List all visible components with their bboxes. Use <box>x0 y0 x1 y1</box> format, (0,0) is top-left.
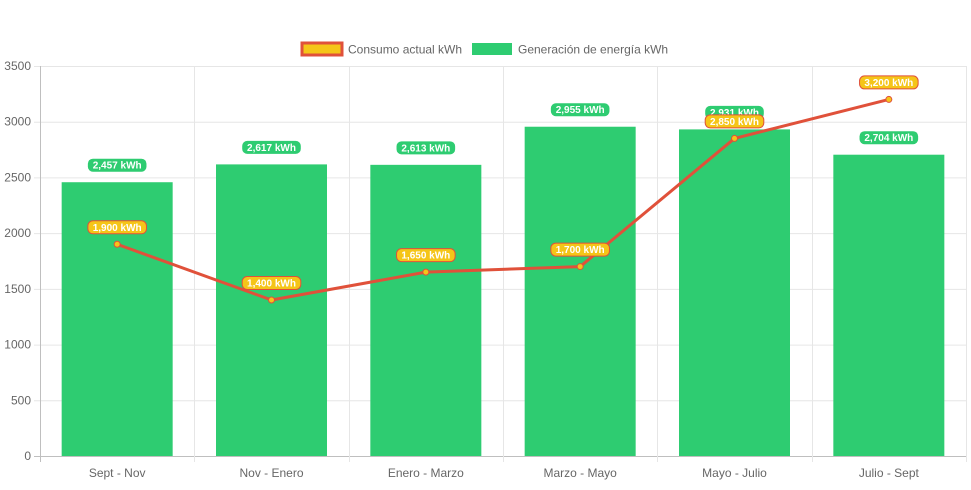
legend: Consumo actual kWh Generación de energía… <box>300 41 668 57</box>
x-tick-label: Marzo - Mayo <box>543 466 617 480</box>
bar[interactable] <box>833 154 945 456</box>
y-tick-label: 2500 <box>4 170 31 184</box>
line-data-label: 1,700 kWh <box>556 245 605 256</box>
line-data-label: 3,200 kWh <box>864 78 913 89</box>
y-tick-label: 0 <box>24 449 31 463</box>
line-data-label-background <box>859 75 919 90</box>
line-data-label: 2,850 kWh <box>710 117 759 128</box>
x-tick-label: Sept - Nov <box>89 466 146 480</box>
legend-label-consumo[interactable]: Consumo actual kWh <box>348 43 462 57</box>
bar-data-label: 2,955 kWh <box>556 105 605 116</box>
line-data-label-background <box>704 114 765 129</box>
legend-swatch-generacion[interactable] <box>472 43 512 55</box>
line-data-label-background <box>87 220 147 235</box>
line-point[interactable] <box>576 263 584 271</box>
legend-swatch-consumo[interactable] <box>300 41 344 57</box>
line-point[interactable] <box>731 134 738 142</box>
consumo-line <box>116 97 890 302</box>
bar-data-label: 2,613 kWh <box>401 143 450 154</box>
bar-data-label-background <box>242 140 301 154</box>
x-tick-label: Enero - Marzo <box>388 466 464 480</box>
bar-data-label-background <box>550 103 610 117</box>
y-tick-label: 2000 <box>4 226 31 240</box>
line-point[interactable] <box>113 240 121 248</box>
bar-data-label-background <box>87 158 147 172</box>
bar-data-label: 2,704 kWh <box>864 133 913 144</box>
line-point[interactable] <box>422 268 430 276</box>
line-data-label: 1,650 kWh <box>401 251 450 262</box>
y-tick-label: 3500 <box>4 59 31 73</box>
bar-data-label: 2,617 kWh <box>247 143 296 154</box>
line-data-label-background <box>550 242 610 257</box>
bar[interactable] <box>216 164 327 457</box>
legend-label-generacion[interactable]: Generación de energía kWh <box>518 43 668 57</box>
data-labels: 2,457 kWh 2,617 kWh 2,613 kWh 2,955 kWh 2,93… <box>87 75 919 290</box>
grid-layer <box>34 66 967 462</box>
line-point[interactable] <box>268 296 275 304</box>
bar-data-label: 2,931 kWh <box>710 108 759 119</box>
bar-series <box>61 126 945 457</box>
line-series <box>113 95 893 304</box>
axis-layer: 0 500 1000 1500 2000 2500 3000 3500 Sept - Nov No… <box>4 59 919 480</box>
y-tick-label: 1500 <box>4 282 31 296</box>
x-tick-label: Mayo - Julio <box>702 466 767 480</box>
bar-data-label: 2,457 kWh <box>93 161 142 172</box>
line-data-label-background <box>396 248 456 263</box>
x-tick-label: Nov - Enero <box>239 466 303 480</box>
line-data-label: 1,400 kWh <box>247 279 296 290</box>
y-tick-label: 3000 <box>4 115 31 129</box>
bar-data-label-background <box>859 131 919 145</box>
line-point[interactable] <box>885 95 893 103</box>
x-tick-label: Julio - Sept <box>859 466 920 480</box>
bar[interactable] <box>679 129 790 456</box>
bar[interactable] <box>370 164 482 456</box>
line-data-label: 1,900 kWh <box>93 223 142 234</box>
bar-data-label-background <box>396 141 456 155</box>
y-tick-label: 1000 <box>4 338 31 352</box>
line-data-label-background <box>241 276 302 290</box>
bar[interactable] <box>524 126 636 456</box>
y-tick-label: 500 <box>11 393 31 407</box>
